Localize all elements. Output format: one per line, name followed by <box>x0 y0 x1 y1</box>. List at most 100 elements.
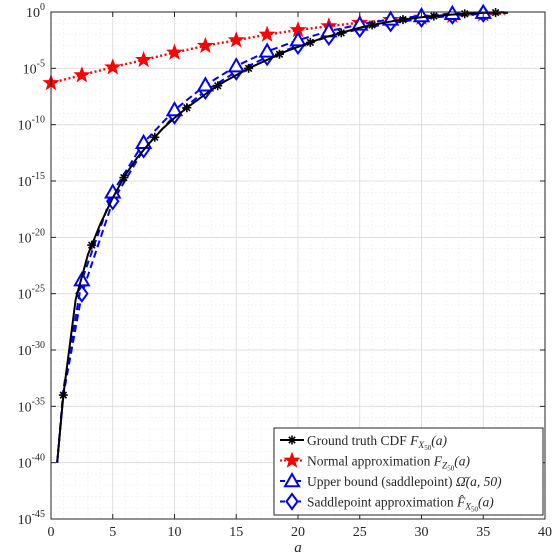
x-tick-label: 35 <box>476 525 490 540</box>
triangle-marker <box>165 101 184 117</box>
pentagram-marker <box>227 31 245 48</box>
axis-ticks <box>50 11 546 520</box>
legend-math: F̂ <box>456 495 466 510</box>
y-tick-base: 10 <box>18 175 32 190</box>
legend-subsubscript: 50 <box>447 465 455 473</box>
y-tick-label: 10-5 <box>23 58 45 77</box>
y-tick-exponent: 0 <box>40 2 45 13</box>
y-tick-label: 10-25 <box>18 284 45 303</box>
triangle-marker <box>196 76 215 92</box>
pentagram-marker <box>104 58 122 75</box>
asterisk-marker <box>491 8 501 18</box>
legend-subscript: Z <box>442 462 448 472</box>
legend-argument: (a) <box>431 433 447 448</box>
legend-math: F <box>433 454 443 469</box>
legend-label: Normal approximation FZ50(a) <box>307 454 471 473</box>
legend-argument: (a) <box>478 495 494 510</box>
y-tick-label: 10-40 <box>18 453 45 472</box>
y-tick-base: 10 <box>23 62 37 77</box>
triangle-marker <box>289 31 307 47</box>
legend: Ground truth CDF FX50(a) Normal approxima… <box>273 427 544 516</box>
asterisk-stroke <box>368 21 376 29</box>
asterisk-stroke <box>244 64 253 73</box>
asterisk-marker <box>305 37 315 47</box>
triangle-shape <box>283 471 301 488</box>
y-tick-label: 10-15 <box>18 171 45 190</box>
legend-text: Upper bound (saddlepoint) <box>307 474 456 489</box>
asterisk-marker <box>58 390 68 400</box>
pentagram-marker <box>73 66 91 83</box>
triangle-shape <box>443 4 462 20</box>
asterisk-stroke <box>183 104 191 112</box>
y-tick-exponent: -20 <box>32 227 45 238</box>
x-tick-label: 40 <box>538 525 552 540</box>
asterisk-stroke <box>275 50 284 58</box>
diamond-shape <box>285 492 299 511</box>
x-tick-labels: 0 5 10 15 20 25 30 35 40 <box>48 525 553 540</box>
diamond-marker <box>285 492 299 511</box>
asterisk-marker <box>182 103 192 113</box>
y-tick-exponent: -30 <box>32 340 45 351</box>
asterisk-stroke <box>399 15 407 24</box>
x-tick-label: 5 <box>109 525 116 540</box>
asterisk-stroke <box>288 436 296 444</box>
y-tick-exponent: -5 <box>37 58 45 69</box>
legend-entry: Ground truth CDF FX50(a) <box>280 433 447 452</box>
asterisk-marker <box>367 20 377 30</box>
legend-text: Saddlepoint approximation <box>307 495 457 510</box>
asterisk-marker <box>244 63 254 73</box>
asterisk-stroke <box>59 391 68 399</box>
legend-subscript: X <box>417 441 425 451</box>
y-tick-label: 10-10 <box>18 115 45 134</box>
legend-label: Ground truth CDF FX50(a) <box>307 433 447 452</box>
asterisk-stroke <box>150 133 159 142</box>
legend-argument: (a) <box>454 454 470 469</box>
y-tick-base: 10 <box>18 457 32 472</box>
x-tick-label: 20 <box>291 525 305 540</box>
x-axis-label: a <box>294 540 302 556</box>
legend-entry: Upper bound (saddlepoint) Ω̄(a, 50) <box>280 471 502 489</box>
y-tick-base: 10 <box>26 6 40 21</box>
asterisk-stroke <box>120 173 128 182</box>
asterisk-stroke <box>306 38 315 47</box>
y-tick-base: 10 <box>18 119 32 134</box>
star-shape <box>283 451 301 468</box>
asterisk-marker <box>274 49 284 59</box>
triangle-shape <box>196 76 215 92</box>
legend-entry: Normal approximation FZ50(a) <box>280 451 471 473</box>
x-tick-label: 15 <box>229 525 243 540</box>
pentagram-marker <box>283 451 301 468</box>
pentagram-marker <box>135 50 153 68</box>
y-tick-label: 10-35 <box>18 396 45 415</box>
y-tick-exponent: -45 <box>32 509 45 520</box>
asterisk-marker <box>87 240 97 250</box>
x-tick-label: 25 <box>353 525 367 540</box>
asterisk-marker <box>150 132 160 142</box>
pentagram-marker <box>196 36 214 54</box>
asterisk-stroke <box>430 12 438 20</box>
pentagram-marker <box>258 25 276 42</box>
y-tick-exponent: -15 <box>32 171 45 182</box>
asterisk-marker <box>398 15 408 25</box>
asterisk-marker <box>460 9 470 19</box>
triangle-marker <box>227 57 245 73</box>
legend-subsubscript: 50 <box>471 506 479 514</box>
star-shape <box>196 36 214 54</box>
asterisk-stroke <box>88 241 96 249</box>
x-tick-label: 0 <box>48 525 55 540</box>
y-tick-labels: 10-4510-4010-3510-3010-2510-2010-1510-10… <box>18 2 45 528</box>
asterisk-marker <box>336 28 346 38</box>
triangle-marker <box>283 471 301 488</box>
y-tick-label: 100 <box>26 2 45 21</box>
legend-label: Upper bound (saddlepoint) Ω̄(a, 50) <box>307 474 502 489</box>
y-tick-label: 10-20 <box>18 227 45 246</box>
star-shape <box>73 66 91 83</box>
triangle-shape <box>258 42 276 58</box>
plot-area <box>42 3 508 463</box>
star-shape <box>165 43 184 60</box>
y-tick-label: 10-30 <box>18 340 45 359</box>
asterisk-stroke <box>213 82 222 90</box>
asterisk-marker <box>287 435 297 445</box>
y-tick-base: 10 <box>18 344 32 359</box>
